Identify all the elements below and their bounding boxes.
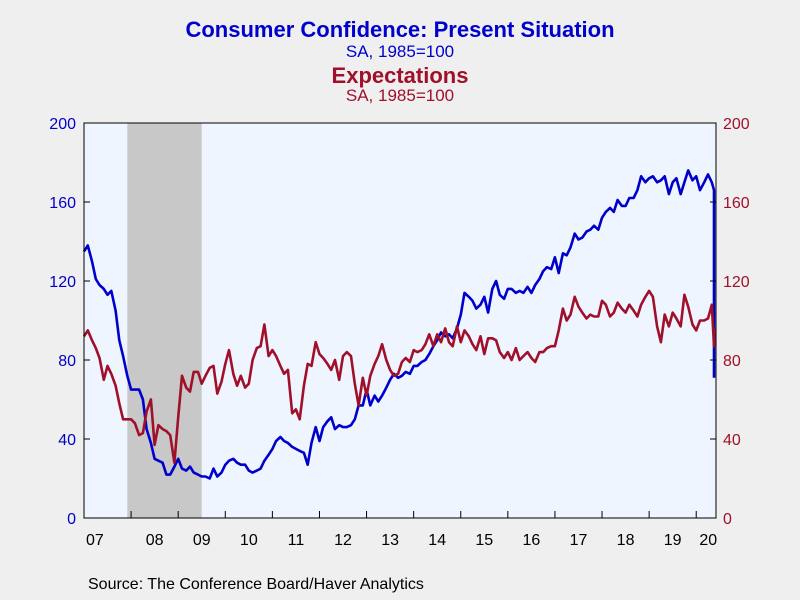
y-tick-label-left: 40: [58, 432, 76, 449]
x-tick-label: 15: [475, 532, 493, 549]
x-tick-label: 17: [570, 532, 588, 549]
y-tick-label-right: 40: [723, 432, 741, 449]
chart-subtitle-expectations: SA, 1985=100: [345, 86, 455, 105]
x-tick-label: 13: [381, 532, 399, 549]
chart-subtitle-present: SA, 1985=100: [345, 42, 455, 61]
y-tick-label-left: 160: [49, 195, 76, 212]
series-line-present-situation: [82, 169, 716, 480]
series-layer: [82, 169, 716, 480]
y-tick-label-left: 80: [58, 353, 76, 370]
y-tick-label-right: 160: [723, 195, 750, 212]
x-tick-label: 20: [699, 532, 717, 549]
recession-band: [127, 123, 202, 518]
axis-layer: 0 40 80 120 160 200 0 40 80 120 160 200 07 08 09 10 11 12…: [49, 116, 750, 549]
y-tick-label-left: 120: [49, 274, 76, 291]
y-tick-label-right: 0: [723, 511, 732, 528]
x-tick-label: 09: [193, 532, 211, 549]
x-tick-label: 08: [146, 532, 164, 549]
chart-title-present: Consumer Confidence: Present Situation: [185, 17, 615, 42]
x-tick-label: 07: [86, 532, 104, 549]
y-tick-label-right: 120: [723, 274, 750, 291]
plot-frame: [83, 122, 717, 519]
x-tick-label: 11: [288, 532, 305, 549]
x-tick-label: 16: [522, 532, 540, 549]
x-tick-label: 10: [240, 532, 258, 549]
series-line-expectations: [82, 289, 716, 465]
chart-title-expectations: Expectations: [331, 63, 469, 88]
x-tick-label: 18: [617, 532, 635, 549]
x-tick-label: 19: [664, 532, 682, 549]
x-tick-label: 12: [334, 532, 352, 549]
y-tick-label-left: 200: [49, 116, 76, 133]
y-tick-label-right: 200: [723, 116, 750, 133]
source-note: Source: The Conference Board/Haver Analy…: [88, 576, 424, 593]
y-tick-label-right: 80: [723, 353, 741, 370]
y-tick-label-left: 0: [67, 511, 76, 528]
x-tick-label: 14: [428, 532, 446, 549]
